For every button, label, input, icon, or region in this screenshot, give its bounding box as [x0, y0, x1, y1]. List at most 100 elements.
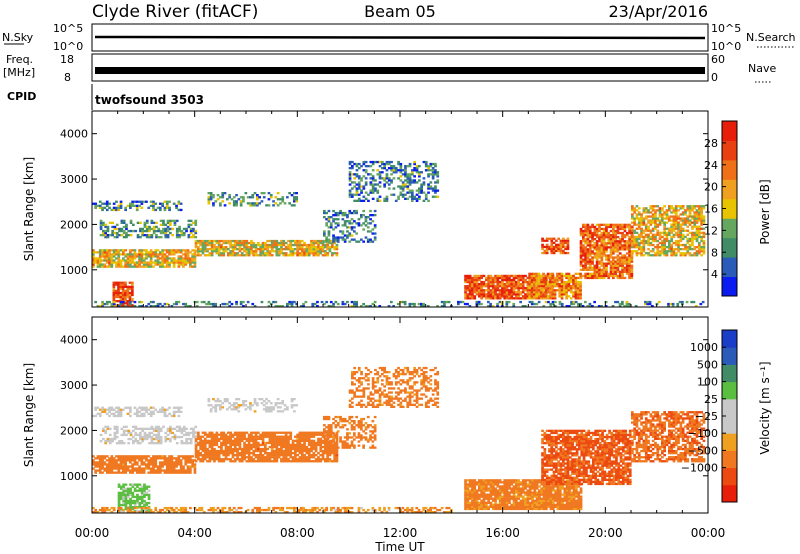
heatmap-cell: [427, 187, 430, 190]
heatmap-cell: [530, 293, 534, 296]
heatmap-cell: [524, 278, 527, 282]
heatmap-cell: [535, 295, 538, 298]
heatmap-cell: [108, 459, 111, 462]
heatmap-cell: [284, 443, 288, 447]
heatmap-cell: [140, 265, 144, 268]
heatmap-cell: [471, 293, 474, 296]
heatmap-cell: [663, 250, 666, 253]
heatmap-cell: [556, 283, 559, 286]
heatmap-cell: [436, 173, 440, 176]
heatmap-cell: [633, 243, 636, 247]
heatmap-cell: [512, 302, 516, 306]
heatmap-cell: [605, 242, 608, 245]
heatmap-cell: [602, 223, 606, 226]
heatmap-cell: [614, 262, 617, 265]
heatmap-cell: [154, 459, 158, 462]
heatmap-cell: [314, 252, 318, 255]
heatmap-cell: [314, 447, 318, 451]
heatmap-cell: [376, 189, 380, 192]
heatmap-cell: [324, 246, 327, 249]
heatmap-cell: [679, 205, 683, 208]
heatmap-cell: [305, 243, 309, 247]
heatmap-cell: [247, 449, 251, 453]
heatmap-cell: [296, 250, 299, 253]
heatmap-cell: [287, 447, 290, 451]
heatmap-cell: [231, 435, 235, 438]
heatmap-cell: [310, 449, 313, 453]
heatmap-cell: [554, 300, 557, 304]
heatmap-cell: [510, 289, 514, 292]
heatmap-cell: [227, 437, 230, 440]
heatmap-cell: [152, 200, 155, 203]
heatmap-cell: [635, 223, 639, 226]
heatmap-cell: [348, 189, 352, 192]
heatmap-cell: [528, 297, 531, 300]
heatmap-cell: [404, 173, 407, 176]
heatmap-cell: [614, 272, 617, 275]
heatmap-cell: [214, 302, 218, 306]
heatmap-cell: [519, 291, 523, 294]
heatmap-cell: [353, 177, 356, 180]
heatmap-cell: [404, 179, 407, 182]
heatmap-cell: [221, 194, 225, 197]
heatmap-cell: [684, 248, 687, 251]
heatmap-cell: [233, 445, 237, 449]
heatmap-cell: [355, 162, 359, 166]
heatmap-cell: [505, 302, 509, 306]
heatmap-cell: [623, 240, 627, 243]
heatmap-cell: [222, 454, 226, 457]
heatmap-cell: [558, 278, 562, 282]
heatmap-cell: [517, 280, 520, 284]
heatmap-cell: [326, 243, 329, 247]
heatmap-cell: [602, 262, 606, 265]
heatmap-cell: [119, 287, 123, 290]
heatmap-cell: [124, 295, 127, 299]
heatmap-cell: [110, 459, 114, 462]
heatmap-cell: [360, 191, 363, 194]
heatmap-cell: [189, 459, 192, 462]
heatmap-cell: [397, 160, 400, 164]
heatmap-cell: [238, 250, 242, 253]
heatmap-cell: [348, 160, 352, 164]
heatmap-cell: [319, 239, 323, 243]
heatmap-cell: [223, 204, 227, 207]
heatmap-cell: [686, 241, 690, 245]
heatmap-cell: [274, 300, 278, 304]
heatmap-cell: [482, 285, 486, 288]
heatmap-cell: [268, 439, 272, 442]
heatmap-cell: [586, 229, 590, 233]
heatmap-cell: [270, 439, 274, 442]
heatmap-cell: [640, 227, 643, 230]
heatmap-cell: [268, 246, 272, 249]
heatmap-cell: [129, 265, 132, 268]
heatmap-cell: [201, 445, 205, 449]
heatmap-cell: [108, 469, 111, 472]
heatmap-cell: [155, 425, 158, 428]
heatmap-cell: [159, 463, 162, 466]
heatmap-cell: [558, 283, 562, 286]
heatmap-cell: [670, 223, 673, 226]
heatmap-cell: [325, 238, 328, 241]
heatmap-cell: [189, 457, 192, 460]
heatmap-cell: [182, 253, 185, 256]
heatmap-cell: [565, 295, 568, 298]
heatmap-cell: [343, 224, 347, 227]
heatmap-cell: [598, 225, 601, 229]
heatmap-cell: [512, 280, 516, 284]
heatmap-cell: [642, 241, 646, 245]
heatmap-cell: [110, 469, 114, 472]
heatmap-cell: [560, 280, 564, 284]
heatmap-cell: [273, 437, 276, 440]
heatmap-cell: [420, 302, 423, 306]
heatmap-cell: [609, 240, 613, 243]
heatmap-cell: [537, 285, 541, 288]
heatmap-cell: [131, 297, 134, 301]
heatmap-cell: [145, 221, 149, 224]
heatmap-cell: [274, 202, 278, 205]
heatmap-cell: [245, 250, 249, 253]
heatmap-cell: [530, 295, 534, 298]
heatmap-cell: [177, 455, 181, 458]
heatmap-cell: [654, 217, 657, 220]
heatmap-cell: [674, 248, 678, 251]
heatmap-cell: [131, 283, 134, 286]
